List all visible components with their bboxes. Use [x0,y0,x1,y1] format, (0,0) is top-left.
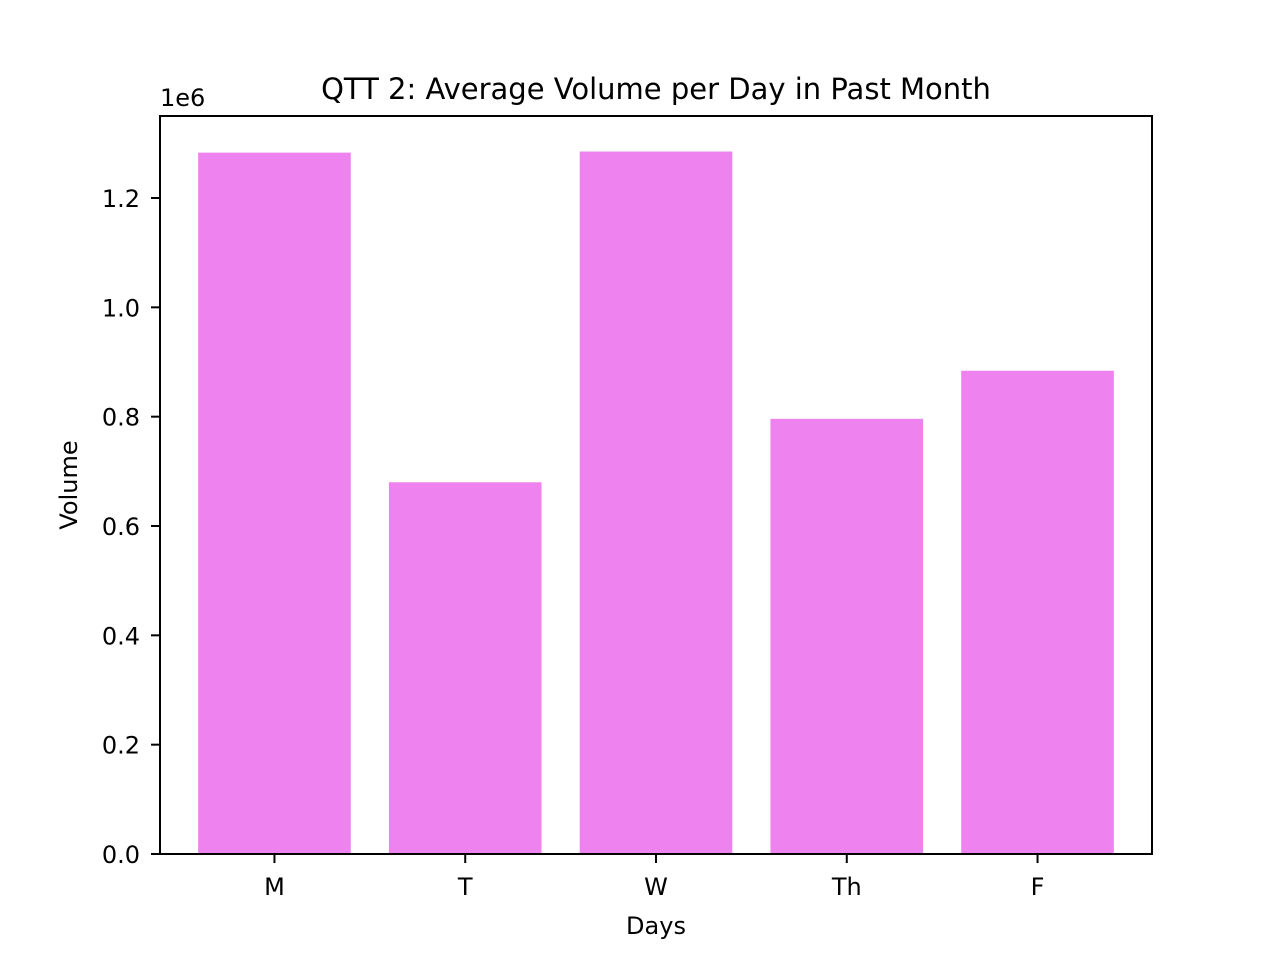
y-tick-label: 0.2 [102,732,140,760]
bar-w [579,151,733,854]
y-tick-label: 0.8 [102,404,140,432]
bar-th [770,418,924,854]
y-offset-label: 1e6 [160,84,205,112]
plot-frame [159,115,1153,855]
y-tick-label: 0.4 [102,622,140,650]
x-axis-label: Days [626,912,686,940]
y-tick-label: 0.0 [102,841,140,869]
bars-group [198,151,1114,854]
y-tick-label: 1.2 [102,185,140,213]
y-axis-label: Volume [55,440,83,529]
x-tick-label: F [1031,873,1045,901]
bar-m [198,152,351,854]
y-ticks-group: 0.0 0.2 0.4 0.6 0.8 1.0 1.2 [102,185,160,869]
bar-f [961,370,1114,854]
y-tick-label: 1.0 [102,294,140,322]
y-tick-label: 0.6 [102,513,140,541]
x-tick-label: M [264,873,285,901]
x-ticks-group: M T W Th F [264,854,1044,901]
x-tick-label: T [457,873,473,901]
x-tick-label: Th [831,873,862,901]
bar-t [388,482,542,854]
chart-title: QTT 2: Average Volume per Day in Past Mo… [321,72,991,106]
x-tick-label: W [644,873,668,901]
